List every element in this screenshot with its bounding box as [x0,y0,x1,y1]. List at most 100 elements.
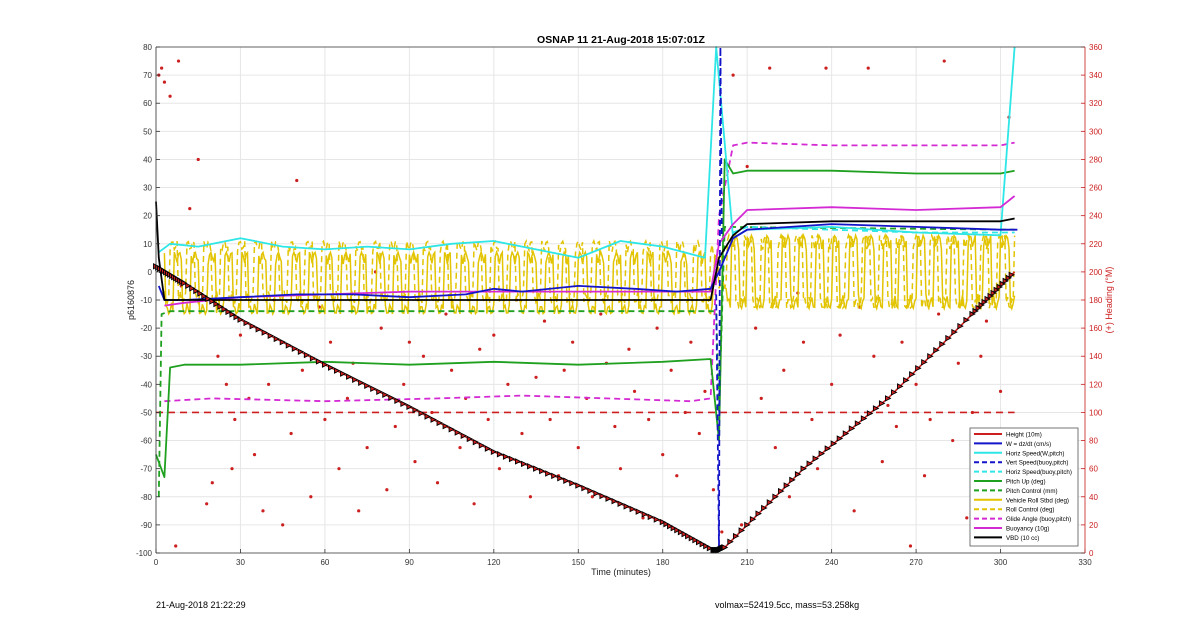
y2-tick-label: 80 [1089,437,1098,446]
heading-point [528,495,533,499]
heading-point [655,326,659,330]
heading-point [894,424,898,429]
heading-point [160,66,164,70]
height-marker [818,450,826,457]
heading-point [261,509,265,513]
height-marker [436,419,444,427]
height-marker [794,471,802,478]
x-tick-label: 270 [909,558,923,567]
height-marker [674,526,681,534]
height-marker [466,435,474,443]
y-tick-label: 40 [143,155,152,164]
heading-point [745,164,749,169]
height-marker [921,359,928,366]
height-marker [502,453,510,460]
height-marker [738,527,746,534]
height-marker [623,503,631,510]
heading-point [675,474,679,478]
height-marker [539,467,546,475]
height-marker [987,292,994,300]
heading-point [385,488,389,492]
height-marker [442,422,450,430]
height-marker [575,482,582,489]
height-marker [533,465,540,472]
series-horiz-speed-w-pitch- [158,46,1016,259]
height-marker [376,388,383,395]
heading-point [492,333,496,337]
height-marker [599,492,606,500]
height-marker [972,307,979,315]
height-marker [197,290,204,297]
heading-point [965,516,969,520]
height-marker [370,385,377,392]
heading-point [365,445,369,450]
height-marker [699,540,707,548]
series-vert-speed-buoy-pitch- [715,46,723,552]
heading-point [497,467,502,471]
y-tick-label: 60 [143,99,152,108]
x-tick-label: 120 [487,558,501,567]
height-marker [663,520,670,528]
y-tick-label: -70 [140,465,152,474]
heading-point [435,481,440,485]
height-marker [412,406,419,414]
legend-label: Vert Speed(buoy,pitch) [1006,460,1068,467]
height-marker [744,521,751,529]
heading-point [866,66,870,70]
height-marker [848,425,856,432]
heading-point [810,417,814,422]
height-marker [617,500,625,508]
height-marker [490,448,498,456]
height-marker [981,298,988,306]
height-marker [418,410,425,417]
height-marker [866,410,874,417]
heading-point [782,368,786,372]
height-marker [951,328,958,336]
axes: 0 30 60 90 120 150 180 210 240 270 300 330-100-90-8… [136,43,1103,567]
height-marker [688,534,696,542]
y-tick-label: 20 [143,212,152,221]
height-marker [400,400,407,408]
y2-tick-label: 280 [1089,155,1103,164]
x-tick-label: 90 [405,558,414,567]
height-marker [424,413,431,420]
height-marker [969,310,976,318]
heading-point [773,445,777,450]
heading-point [872,354,876,358]
heading-point [669,368,673,372]
y2-tick-label: 200 [1089,268,1103,277]
footer-timestamp: 21-Aug-2018 21:22:29 [156,600,246,610]
height-marker [221,306,228,313]
height-marker [285,342,293,349]
height-marker [527,463,534,470]
heading-point [801,340,806,344]
heading-point [590,495,594,499]
height-marker [727,538,734,545]
height-marker [659,518,667,526]
height-marker [692,536,699,544]
heading-point [720,530,724,534]
heading-point [449,368,454,372]
height-marker [993,286,1001,294]
footer-volmax-mass: volmax=52419.5cc, mass=53.258kg [715,600,860,610]
y2-tick-label: 320 [1089,99,1103,108]
legend-label: W = dz/dt (cm/s) [1006,441,1051,448]
height-marker [996,283,1004,291]
y2-tick-label: 360 [1089,43,1103,52]
heading-point [188,207,192,211]
height-marker [830,440,838,447]
legend: Height (10m) W = dz/dt (cm/s) Horiz Speed(… [969,427,1079,547]
height-marker [685,532,692,540]
height-marker [193,287,200,295]
height-marker [933,346,940,354]
heading-point [599,312,603,316]
height-marker [1008,271,1016,279]
heading-point [328,340,333,344]
heading-point [252,453,257,457]
height-marker [217,303,224,310]
heading-point [951,438,955,443]
y-tick-label: 70 [143,71,152,80]
heading-point [979,354,983,358]
height-marker [388,394,395,402]
y2-tick-label: 40 [1089,493,1098,502]
